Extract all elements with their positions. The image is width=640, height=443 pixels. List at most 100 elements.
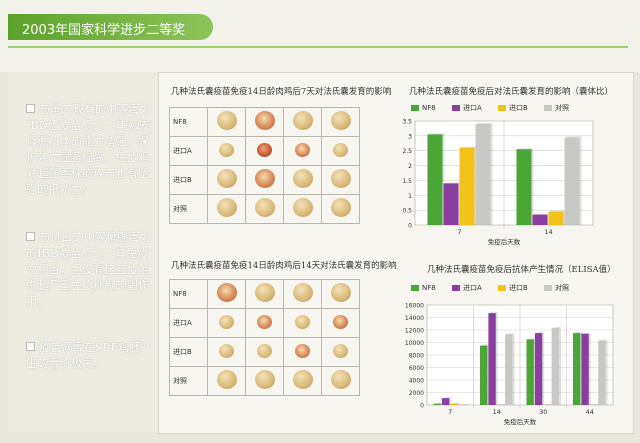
photo-row: 进口B (169, 165, 360, 195)
chart-1-title: 几种法氏囊疫苗免疫后对法氏囊发育的影响（囊体比） (409, 87, 614, 97)
bursa-photo (295, 314, 310, 329)
y-tick-label: 14000 (405, 315, 424, 322)
bursa-photo (254, 282, 275, 302)
bar (441, 398, 450, 405)
legend-item: 进口A (451, 103, 482, 113)
legend-label: NF8 (422, 104, 436, 112)
bullet-2: 与进口的中等偏强毒力的IBD疫苗相比，其免疫力相当，但没有这些疫苗引起严重免疫抑… (26, 230, 158, 310)
legend-label: 进口B (508, 104, 528, 112)
bursa-photo (295, 142, 310, 157)
y-tick-label: 8000 (409, 353, 424, 360)
legend-swatch (497, 105, 506, 111)
bar-shadow (498, 404, 507, 405)
x-axis-label: 免疫后天数 (488, 237, 521, 246)
y-tick-label: 12000 (405, 328, 424, 335)
header-rule (8, 46, 628, 48)
photo-row: 对照 (169, 194, 360, 224)
bursa-photo (257, 142, 272, 157)
row-label: 进口B (169, 337, 208, 367)
photo-grid-1-title: 几种法氏囊疫苗免疫14日龄肉鸡后7天对法氏囊发育的影响 (171, 87, 392, 97)
chart-2-legend: NF8 进口A 进口B 对照 (411, 283, 583, 293)
x-tick-label: 7 (457, 228, 461, 236)
legend-item: NF8 (411, 284, 436, 292)
photo-row: 进口A (169, 308, 360, 338)
bursa-photo (216, 369, 237, 389)
photo-row: 进口A (169, 136, 360, 166)
photo-row: 进口B (169, 337, 360, 367)
bar (450, 403, 458, 405)
legend-swatch (544, 285, 553, 291)
bar (505, 334, 513, 405)
chart-2-title: 几种法氏囊疫苗免疫后抗体产生情况（ELISA值） (427, 265, 616, 275)
bursa-photo (216, 110, 237, 130)
x-tick-label: 7 (448, 408, 452, 416)
bursa-photo (330, 110, 351, 130)
bullet-3-text: 疫苗病毒在SPF鸡胚产生的毒价极高。 (26, 341, 152, 370)
bursa-photo (257, 314, 272, 329)
y-tick-label: 4000 (409, 378, 424, 385)
bursa-photo (330, 282, 351, 302)
bursa-photo (330, 197, 351, 217)
photo-grid-2-title: 几种法氏囊疫苗免疫14日龄肉鸡后14天对法氏囊发育的影响 (171, 261, 397, 271)
bursa-photo (219, 343, 234, 358)
legend-item: 进口A (451, 283, 482, 293)
bar (598, 340, 606, 405)
legend-swatch (411, 105, 419, 111)
row-label: NF8 (169, 107, 208, 137)
y-tick-label: 2 (408, 163, 412, 170)
bursa-photo (330, 168, 351, 188)
bursa-photo (254, 168, 275, 188)
photo-row: NF8 (169, 107, 360, 137)
photo-grid-1: NF8 进口A 进口B 对照 (169, 107, 360, 224)
y-tick-label: 0.5 (402, 208, 412, 215)
bursa-photo (219, 142, 234, 157)
legend-label: 对照 (555, 284, 570, 292)
bar (532, 214, 548, 225)
bullet-2-text: 与进口的中等偏强毒力的IBD疫苗相比，其免疫力相当，但没有这些疫苗引起严重免疫抑… (26, 231, 151, 308)
legend-item: NF8 (411, 104, 436, 112)
y-tick-label: 2000 (409, 390, 424, 397)
bursa-photo (333, 142, 348, 157)
y-tick-label: 16000 (405, 303, 424, 310)
legend-swatch (544, 105, 553, 111)
y-tick-label: 3 (408, 133, 412, 140)
legend-item: 对照 (544, 283, 569, 293)
x-tick-label: 14 (493, 408, 501, 416)
bar-shadow (545, 404, 553, 405)
y-tick-label: 1 (408, 193, 412, 200)
bar (480, 345, 488, 405)
legend-swatch (411, 285, 419, 291)
bar (534, 333, 543, 405)
bursa-photo (333, 343, 348, 358)
bursa-photo (292, 197, 313, 217)
bursa-photo (254, 110, 275, 130)
x-tick-label: 30 (539, 408, 547, 416)
row-label: NF8 (169, 279, 208, 309)
bursa-photo (333, 314, 348, 329)
bullet-1: 与国内现有的中等毒力IBD活疫苗相比，其突破母源抗体的能力增强，保护效力显著提高… (26, 102, 158, 198)
legend-item: 进口B (497, 283, 528, 293)
row-label: 进口B (169, 165, 208, 195)
content-panel: 几种法氏囊疫苗免疫14日龄肉鸡后7天对法氏囊发育的影响 NF8 进口A 进口B … (158, 72, 634, 434)
y-tick-label: 2.5 (402, 148, 412, 155)
x-tick-label: 44 (586, 408, 594, 416)
bar (581, 333, 589, 405)
bursa-photo (216, 197, 237, 217)
bar (443, 183, 459, 225)
bursa-photo (254, 197, 275, 217)
bar (459, 147, 475, 225)
bursa-photo (292, 110, 313, 130)
photo-row: 对照 (169, 366, 360, 396)
bar-shadow (460, 404, 468, 405)
y-tick-label: 3.5 (402, 119, 412, 126)
row-label: 进口A (169, 308, 208, 338)
bursa-photo (292, 369, 313, 389)
text-panel: 与国内现有的中等毒力IBD活疫苗相比，其突破母源抗体的能力增强，保护效力显著提高… (8, 72, 158, 432)
award-title-bar: 2003年国家科学进步二等奖 (8, 14, 213, 40)
bursa-photo (216, 282, 237, 302)
bursa-photo (292, 168, 313, 188)
row-label: 进口A (169, 136, 208, 166)
legend-label: 进口A (462, 284, 482, 292)
bursa-photo (219, 314, 234, 329)
bursa-photo (295, 343, 310, 358)
